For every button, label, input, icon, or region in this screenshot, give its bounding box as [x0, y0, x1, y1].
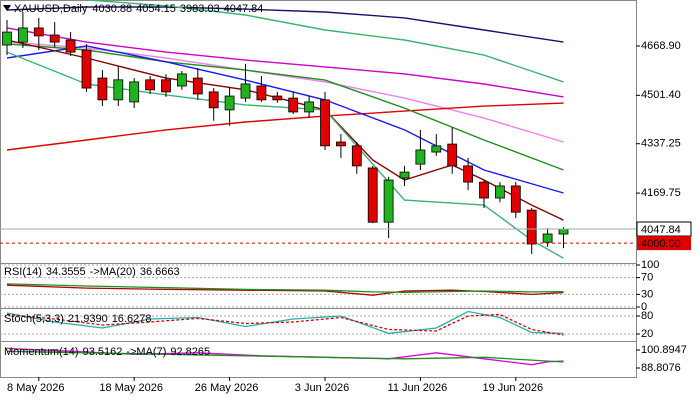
series-name: RSI(14)	[4, 266, 42, 278]
y-tick-label: 4501.40	[641, 89, 681, 101]
series-name: ->MA(7)	[126, 346, 166, 358]
candle-body	[256, 85, 267, 101]
chart-title: XAUUSD,Daily	[14, 3, 88, 15]
candle-body	[479, 181, 489, 199]
candle-body	[367, 167, 378, 223]
y-tick-label: 88.8076	[641, 362, 681, 374]
level-label-box	[637, 236, 691, 251]
candle-body	[2, 31, 12, 46]
series-line	[6, 27, 564, 98]
candle-body	[526, 209, 537, 245]
candle-body	[17, 27, 28, 43]
candle-body	[351, 145, 362, 167]
stoch-header: Stoch(5,3,3) 21.9390 16.6278	[4, 313, 151, 325]
candle-body	[558, 228, 569, 235]
open-readout: 4030.88	[92, 3, 132, 15]
series-readout: 92.8265	[170, 346, 210, 358]
candle-body	[240, 83, 251, 99]
candle-body	[49, 34, 60, 43]
series-readout: 21.9390	[68, 313, 108, 325]
candle-body	[510, 185, 521, 213]
symbol-icon	[3, 5, 11, 11]
y-tick-label: 80	[641, 310, 653, 322]
candle-body	[447, 143, 458, 167]
candle-body	[304, 101, 315, 113]
series-line	[6, 6, 564, 43]
y-tick-label: 20	[641, 328, 653, 340]
candle-body	[81, 49, 92, 89]
x-tick-label: 19 Jun 2026	[483, 382, 544, 394]
price-label: 4047.84	[641, 224, 681, 236]
series-line	[6, 313, 564, 336]
x-tick-label: 3 Jun 2026	[295, 382, 349, 394]
series-name: ->MA(20)	[90, 266, 136, 278]
series-readout: 36.6663	[140, 266, 180, 278]
momentum-header: Momentum(14) 93.5162 ->MA(7) 92.8265	[4, 346, 210, 358]
candle-body	[176, 73, 187, 87]
candle-body	[383, 179, 394, 223]
candle-body	[335, 141, 346, 147]
series-readout: 16.6278	[112, 313, 152, 325]
x-tick-label: 26 May 2026	[195, 382, 259, 394]
series-line	[6, 102, 564, 151]
series-readout: 34.3555	[46, 266, 86, 278]
low-readout: 3983.03	[180, 3, 220, 15]
candle-body	[399, 171, 410, 179]
series-line	[6, 41, 564, 143]
rsi-header: RSI(14) 34.3555 ->MA(20) 36.6663	[4, 266, 180, 278]
series-line	[86, 0, 564, 83]
candle-body	[224, 95, 235, 111]
series-name: Momentum(14)	[4, 346, 79, 358]
candle-body	[97, 77, 108, 101]
candle-body	[542, 233, 553, 243]
candle-body	[33, 27, 44, 37]
series-line	[6, 284, 564, 296]
y-tick-label: 30	[641, 288, 653, 300]
candle-body	[129, 81, 140, 103]
plot-area: 4668.90 4501.40 4337.25 4169.75 4047.84 4000.…	[0, 0, 692, 394]
candle-body	[463, 165, 474, 183]
candle-body	[145, 79, 156, 91]
candle-body	[320, 99, 330, 147]
candle-body	[208, 91, 219, 109]
y-tick-label: 70	[641, 272, 653, 284]
series-line	[6, 45, 564, 194]
candle-body	[431, 145, 442, 153]
chart-header: XAUUSD,Daily 4030.88 4054.15 3983.03 4047.84	[14, 3, 263, 15]
y-tick-label: 100	[641, 259, 659, 271]
level-label: 4000.00	[641, 238, 681, 250]
series-readout: 93.5162	[83, 346, 123, 358]
series-line	[6, 283, 564, 293]
candle-body	[65, 39, 76, 53]
y-tick-label: 4337.25	[641, 138, 681, 150]
x-tick-label: 8 May 2026	[7, 382, 64, 394]
series-line	[6, 310, 564, 335]
y-tick-label: 4169.75	[641, 187, 681, 199]
candle-body	[415, 149, 426, 165]
x-tick-label: 18 May 2026	[99, 382, 163, 394]
y-tick-label: 0	[641, 301, 647, 313]
price-label-box	[636, 221, 692, 237]
series-line	[6, 350, 564, 363]
candle-body	[272, 95, 283, 101]
high-readout: 4054.15	[136, 3, 176, 15]
candle-body	[288, 97, 299, 113]
candle-body	[161, 79, 171, 93]
candle-body	[113, 79, 124, 101]
x-tick-label: 11 Jun 2026	[388, 382, 448, 394]
candle-body	[494, 185, 505, 199]
y-tick-label: 4668.90	[641, 40, 681, 52]
close-readout: 4047.84	[224, 3, 264, 15]
candle-body	[192, 77, 203, 95]
series-line	[6, 43, 564, 171]
series-name: Stoch(5,3,3)	[4, 313, 64, 325]
y-tick-label: 100.8947	[641, 344, 687, 356]
